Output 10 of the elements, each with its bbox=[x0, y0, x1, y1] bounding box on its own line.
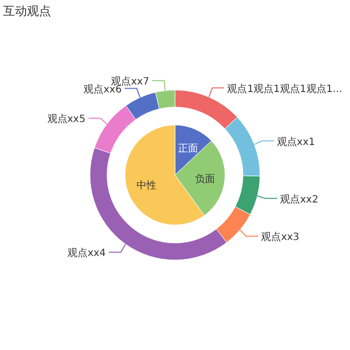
slice-label: 观点xx3 bbox=[261, 231, 300, 244]
slice-label: 观点xx2 bbox=[280, 193, 318, 206]
slice-label: 观点xx4 bbox=[68, 247, 106, 260]
slice-label: 观点1观点1观点1观点1... bbox=[227, 82, 342, 95]
slice-label: 负面 bbox=[194, 172, 215, 185]
slice-label: 观点xx5 bbox=[47, 113, 86, 126]
slice-label: 观点xx1 bbox=[276, 136, 315, 148]
slice-label: 正面 bbox=[178, 143, 198, 154]
text: 互动观点 bbox=[3, 4, 51, 18]
slice-label: 中性 bbox=[136, 179, 156, 192]
